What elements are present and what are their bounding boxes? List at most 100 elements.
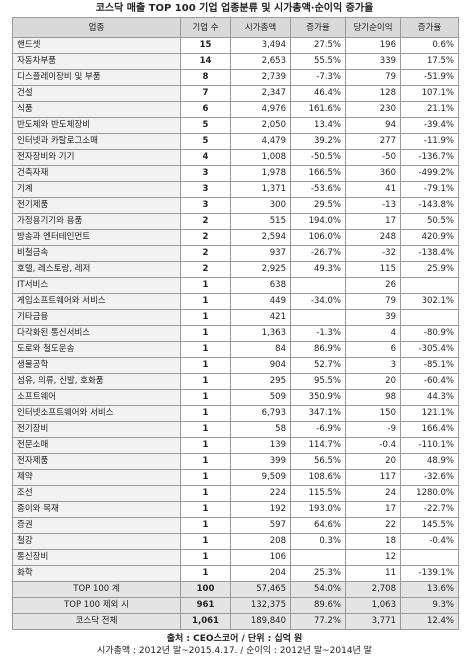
cell: 11 bbox=[345, 565, 401, 582]
cell: 208 bbox=[230, 533, 291, 550]
cell: 디스플레이장비 및 부품 bbox=[12, 69, 181, 86]
cell: 9.3% bbox=[400, 597, 459, 614]
row: 생물공학 1 904 52.7% 3 -85.1% bbox=[12, 357, 459, 374]
cell: 22 bbox=[345, 517, 401, 534]
cell: 27.5% bbox=[290, 37, 346, 54]
header-cell: 증가율 bbox=[400, 17, 459, 38]
cell: -32 bbox=[345, 245, 401, 262]
cell: IT서비스 bbox=[12, 277, 181, 294]
cell: 49.3% bbox=[290, 261, 346, 278]
cell: 339 bbox=[345, 53, 401, 70]
cell: 14 bbox=[180, 53, 231, 70]
cell: 106 bbox=[230, 549, 291, 566]
cell: -51.9% bbox=[400, 69, 459, 86]
cell: 39.2% bbox=[290, 133, 346, 150]
header-cell: 기업 수 bbox=[180, 17, 231, 38]
cell: 248 bbox=[345, 229, 401, 246]
cell: 전기제품 bbox=[12, 197, 181, 214]
cell: 360 bbox=[345, 165, 401, 182]
cell: 56.5% bbox=[290, 453, 346, 470]
header-cell: 시가총액 bbox=[230, 17, 291, 38]
cell: 2 bbox=[180, 261, 231, 278]
cell: 1,063 bbox=[345, 597, 401, 614]
row: 게임소프트웨어와 서비스 1 449 -34.0% 79 302.1% bbox=[12, 293, 459, 310]
cell: 17 bbox=[345, 213, 401, 230]
row: 섬유, 의류, 신발, 호화품 1 295 95.5% 20 -60.4% bbox=[12, 373, 459, 390]
cell: 79 bbox=[345, 69, 401, 86]
row: 철강 1 208 0.3% 18 -0.4% bbox=[12, 533, 459, 550]
cell: 1,371 bbox=[230, 181, 291, 198]
cell: 조선 bbox=[12, 485, 181, 502]
cell: 철강 bbox=[12, 533, 181, 550]
cell: 1 bbox=[180, 293, 231, 310]
cell: 1,363 bbox=[230, 325, 291, 342]
cell: 961 bbox=[180, 597, 231, 614]
cell: 421 bbox=[230, 309, 291, 326]
cell: 20 bbox=[345, 373, 401, 390]
cell bbox=[290, 309, 346, 326]
cell: 생물공학 bbox=[12, 357, 181, 374]
cell: 302.1% bbox=[400, 293, 459, 310]
cell: 107.1% bbox=[400, 85, 459, 102]
cell: 1 bbox=[180, 373, 231, 390]
cell: 4 bbox=[345, 325, 401, 342]
cell: 전기장비 bbox=[12, 421, 181, 438]
cell: 3,494 bbox=[230, 37, 291, 54]
cell: 139 bbox=[230, 437, 291, 454]
cell: 1 bbox=[180, 421, 231, 438]
row: 증권 1 597 64.6% 22 145.5% bbox=[12, 517, 459, 534]
cell: 방송과 엔터테인먼트 bbox=[12, 229, 181, 246]
cell: 증권 bbox=[12, 517, 181, 534]
header-cell: 업종 bbox=[12, 17, 181, 38]
cell: 비철금속 bbox=[12, 245, 181, 262]
cell: 6 bbox=[180, 101, 231, 118]
cell: 515 bbox=[230, 213, 291, 230]
cell bbox=[400, 309, 459, 326]
cell: 코스닥 전체 bbox=[12, 613, 181, 630]
row: 반도체와 반도체장비 5 2,050 13.4% 94 -39.4% bbox=[12, 117, 459, 134]
row: 기타금융 1 421 39 bbox=[12, 309, 459, 326]
row: 소프트웨어 1 509 350.9% 98 44.3% bbox=[12, 389, 459, 406]
row: 자동차부품 14 2,653 55.5% 339 17.5% bbox=[12, 53, 459, 70]
cell: 13.4% bbox=[290, 117, 346, 134]
cell: 3,771 bbox=[345, 613, 401, 630]
cell: 1280.0% bbox=[400, 485, 459, 502]
cell: 347.1% bbox=[290, 405, 346, 422]
cell: -305.4% bbox=[400, 341, 459, 358]
row: 가정용기기와 용품 2 515 194.0% 17 50.5% bbox=[12, 213, 459, 230]
cell: 종이와 목재 bbox=[12, 501, 181, 518]
cell: -11.9% bbox=[400, 133, 459, 150]
cell: 24 bbox=[345, 485, 401, 502]
row: 종이와 목재 1 192 193.0% 17 -22.7% bbox=[12, 501, 459, 518]
cell: -60.4% bbox=[400, 373, 459, 390]
cell: 1 bbox=[180, 389, 231, 406]
cell: -138.4% bbox=[400, 245, 459, 262]
cell: 17.5% bbox=[400, 53, 459, 70]
cell: 230 bbox=[345, 101, 401, 118]
cell: 0.3% bbox=[290, 533, 346, 550]
cell: 통신장비 bbox=[12, 549, 181, 566]
cell: 106.0% bbox=[290, 229, 346, 246]
row: 통신장비 1 106 12 bbox=[12, 549, 459, 566]
cell: 18 bbox=[345, 533, 401, 550]
row: 조선 1 224 115.5% 24 1280.0% bbox=[12, 485, 459, 502]
cell: 193.0% bbox=[290, 501, 346, 518]
cell: 420.9% bbox=[400, 229, 459, 246]
header-cell: 증가율 bbox=[290, 17, 346, 38]
row: 다각화된 통신서비스 1 1,363 -1.3% 4 -80.9% bbox=[12, 325, 459, 342]
cell bbox=[400, 277, 459, 294]
cell: 277 bbox=[345, 133, 401, 150]
cell: 기계 bbox=[12, 181, 181, 198]
cell: 161.6% bbox=[290, 101, 346, 118]
cell: 2 bbox=[180, 229, 231, 246]
cell: 100 bbox=[180, 581, 231, 598]
cell: 1,008 bbox=[230, 149, 291, 166]
cell: 1 bbox=[180, 405, 231, 422]
cell: 3 bbox=[345, 357, 401, 374]
cell: -80.9% bbox=[400, 325, 459, 342]
cell: -34.0% bbox=[290, 293, 346, 310]
cell: -39.4% bbox=[400, 117, 459, 134]
cell: 9,509 bbox=[230, 469, 291, 486]
cell: -0.4 bbox=[345, 437, 401, 454]
cell: 54.0% bbox=[290, 581, 346, 598]
